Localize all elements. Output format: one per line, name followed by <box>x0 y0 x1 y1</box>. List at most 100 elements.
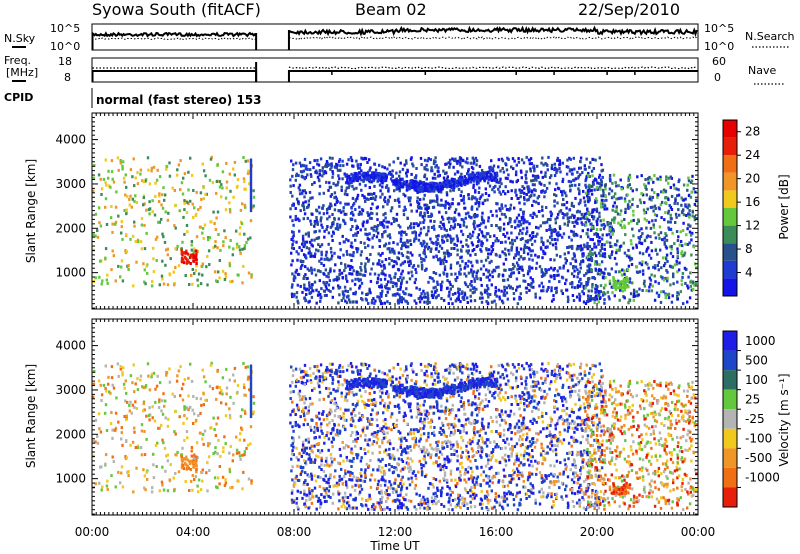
echo-cell <box>214 228 218 231</box>
echo-cell <box>206 255 209 258</box>
echo-cell <box>168 161 171 165</box>
echo-cell <box>488 248 491 252</box>
echo-cell <box>337 174 340 178</box>
echo-cell <box>520 158 524 162</box>
echo-cell <box>486 292 489 296</box>
echo-cell <box>160 274 164 278</box>
echo-cell <box>249 158 253 162</box>
echo-cell <box>673 201 676 205</box>
echo-cell <box>391 179 394 183</box>
echo-cell <box>681 254 684 258</box>
echo-cell <box>306 267 309 271</box>
echo-cell <box>380 221 384 225</box>
echo-cell <box>330 250 333 254</box>
echo-cell <box>374 198 377 202</box>
echo-cell <box>213 222 216 225</box>
echo-cell <box>318 211 321 215</box>
echo-cell <box>246 171 250 175</box>
echo-cell <box>401 185 405 189</box>
echo-cell <box>531 278 534 282</box>
echo-cell <box>402 243 406 247</box>
echo-cell <box>468 214 471 218</box>
echo-cell <box>189 156 192 160</box>
echo-cell <box>686 243 690 246</box>
echo-cell <box>166 247 170 251</box>
echo-cell <box>501 301 505 305</box>
echo-cell <box>492 242 495 245</box>
echo-cell <box>120 259 124 263</box>
echo-cell <box>183 414 186 418</box>
echo-cell <box>457 182 460 186</box>
echo-cell <box>215 386 219 389</box>
echo-cell <box>417 238 421 242</box>
echo-cell <box>430 166 433 170</box>
echo-cell <box>416 196 419 200</box>
echo-cell <box>548 176 552 180</box>
echo-cell <box>361 291 364 295</box>
echo-cell <box>383 196 387 200</box>
echo-cell <box>418 198 422 202</box>
echo-cell <box>330 257 333 261</box>
echo-cell <box>644 261 648 265</box>
echo-cell <box>660 200 664 204</box>
echo-cell <box>415 271 418 275</box>
echo-cell <box>423 300 426 304</box>
echo-cell <box>96 229 99 232</box>
echo-cell <box>609 245 612 248</box>
echo-cell <box>419 156 423 160</box>
echo-cell <box>358 175 362 179</box>
echo-cell <box>566 223 569 227</box>
echo-cell <box>393 189 396 193</box>
echo-cell <box>499 169 502 173</box>
echo-cell <box>215 191 218 195</box>
echo-cell <box>461 244 464 248</box>
echo-cell <box>245 241 248 244</box>
echo-cell <box>546 287 549 291</box>
echo-cell <box>350 159 354 163</box>
echo-cell <box>120 265 123 269</box>
echo-cell <box>358 166 362 170</box>
echo-cell <box>317 290 320 294</box>
echo-cell <box>395 182 398 186</box>
echo-cell <box>141 179 144 183</box>
echo-cell <box>649 195 652 199</box>
echo-cell <box>591 184 594 188</box>
echo-cell <box>301 237 305 241</box>
echo-cell <box>199 205 202 209</box>
echo-cell <box>355 247 358 250</box>
echo-cell <box>580 212 583 216</box>
echo-cell <box>429 276 432 280</box>
echo-cell <box>449 189 452 193</box>
echo-cell <box>370 171 374 175</box>
echo-cell <box>529 249 532 253</box>
echo-cell <box>407 256 410 260</box>
echo-cell <box>481 296 484 300</box>
echo-cell <box>330 165 333 169</box>
echo-cell <box>448 290 451 294</box>
echo-cell <box>350 172 353 176</box>
echo-cell <box>434 156 437 160</box>
echo-cell <box>618 284 622 288</box>
echo-cell <box>456 276 459 279</box>
echo-cell <box>645 249 648 253</box>
echo-cell <box>147 208 151 212</box>
echo-cell <box>581 290 584 294</box>
echo-cell <box>354 178 357 181</box>
echo-cell <box>490 259 493 263</box>
echo-cell <box>292 184 295 188</box>
echo-cell <box>628 277 632 281</box>
echo-cell <box>470 176 473 180</box>
echo-cell <box>555 286 558 290</box>
echo-cell <box>475 163 478 167</box>
echo-cell <box>472 183 475 187</box>
echo-cell <box>572 230 575 234</box>
echo-cell <box>190 449 193 453</box>
echo-cell <box>613 294 616 298</box>
echo-cell <box>389 177 393 181</box>
echo-cell <box>174 266 177 269</box>
echo-cell <box>501 250 504 254</box>
frequency-line <box>91 70 258 82</box>
echo-cell <box>506 177 509 181</box>
echo-cell <box>126 264 129 268</box>
echo-cell <box>458 292 461 296</box>
